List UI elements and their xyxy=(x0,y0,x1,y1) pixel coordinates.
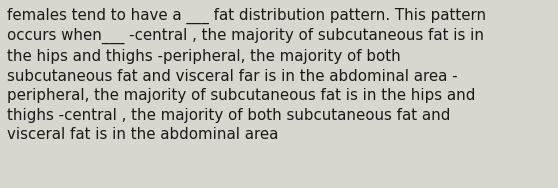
Text: females tend to have a ___ fat distribution pattern. This pattern
occurs when___: females tend to have a ___ fat distribut… xyxy=(7,8,486,142)
